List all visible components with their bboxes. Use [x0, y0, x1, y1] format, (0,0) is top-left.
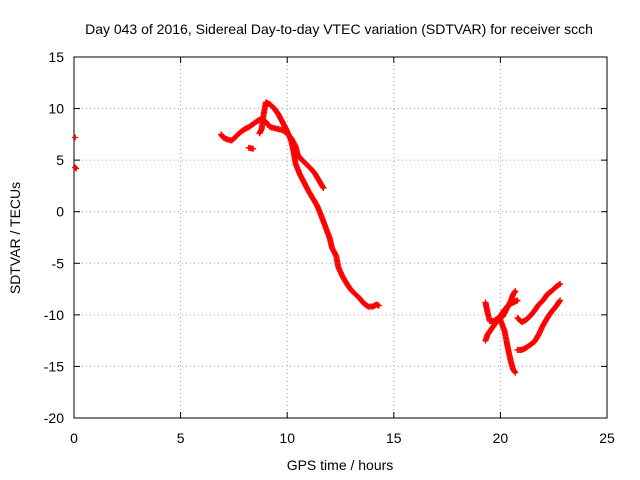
- y-tick-label: 10: [48, 101, 64, 117]
- x-tick-label: 0: [70, 430, 78, 446]
- chart-title: Day 043 of 2016, Sidereal Day-to-day VTE…: [85, 21, 593, 37]
- plot-frame: [73, 56, 608, 419]
- data-point: [557, 297, 564, 304]
- data-point: [511, 289, 518, 296]
- data-point: [319, 183, 326, 190]
- y-tick-label: -20: [44, 410, 64, 426]
- y-axis-title: SDTVAR / TECUs: [7, 182, 23, 294]
- y-tick-label: -10: [44, 307, 64, 323]
- data-point: [556, 281, 563, 288]
- data-point: [375, 302, 382, 309]
- axis-ticks: [73, 56, 608, 419]
- x-axis-title: GPS time / hours: [287, 457, 394, 473]
- y-tick-label: -5: [52, 255, 65, 271]
- x-tick-label: 15: [386, 430, 402, 446]
- data-points: [72, 99, 564, 376]
- data-point: [250, 145, 257, 152]
- data-point: [511, 368, 518, 375]
- data-point: [514, 297, 521, 304]
- x-tick-label: 25: [599, 430, 615, 446]
- data-point: [556, 298, 563, 305]
- x-tick-label: 20: [493, 430, 509, 446]
- y-tick-labels: -20 -15 -10 -5 0 5 10 15: [44, 49, 64, 426]
- data-point: [512, 288, 519, 295]
- grid-lines: [74, 57, 607, 418]
- data-point: [320, 184, 327, 191]
- data-point: [72, 164, 79, 171]
- y-tick-label: -15: [44, 358, 64, 374]
- data-point: [512, 369, 519, 376]
- x-tick-label: 10: [279, 430, 295, 446]
- data-point: [557, 280, 564, 287]
- y-tick-label: 15: [48, 49, 64, 65]
- y-tick-label: 0: [56, 204, 64, 220]
- y-tick-label: 5: [56, 152, 64, 168]
- data-point: [72, 134, 79, 141]
- x-tick-labels: 0 5 10 15 20 25: [70, 430, 615, 446]
- data-point: [73, 165, 80, 172]
- x-tick-label: 5: [177, 430, 185, 446]
